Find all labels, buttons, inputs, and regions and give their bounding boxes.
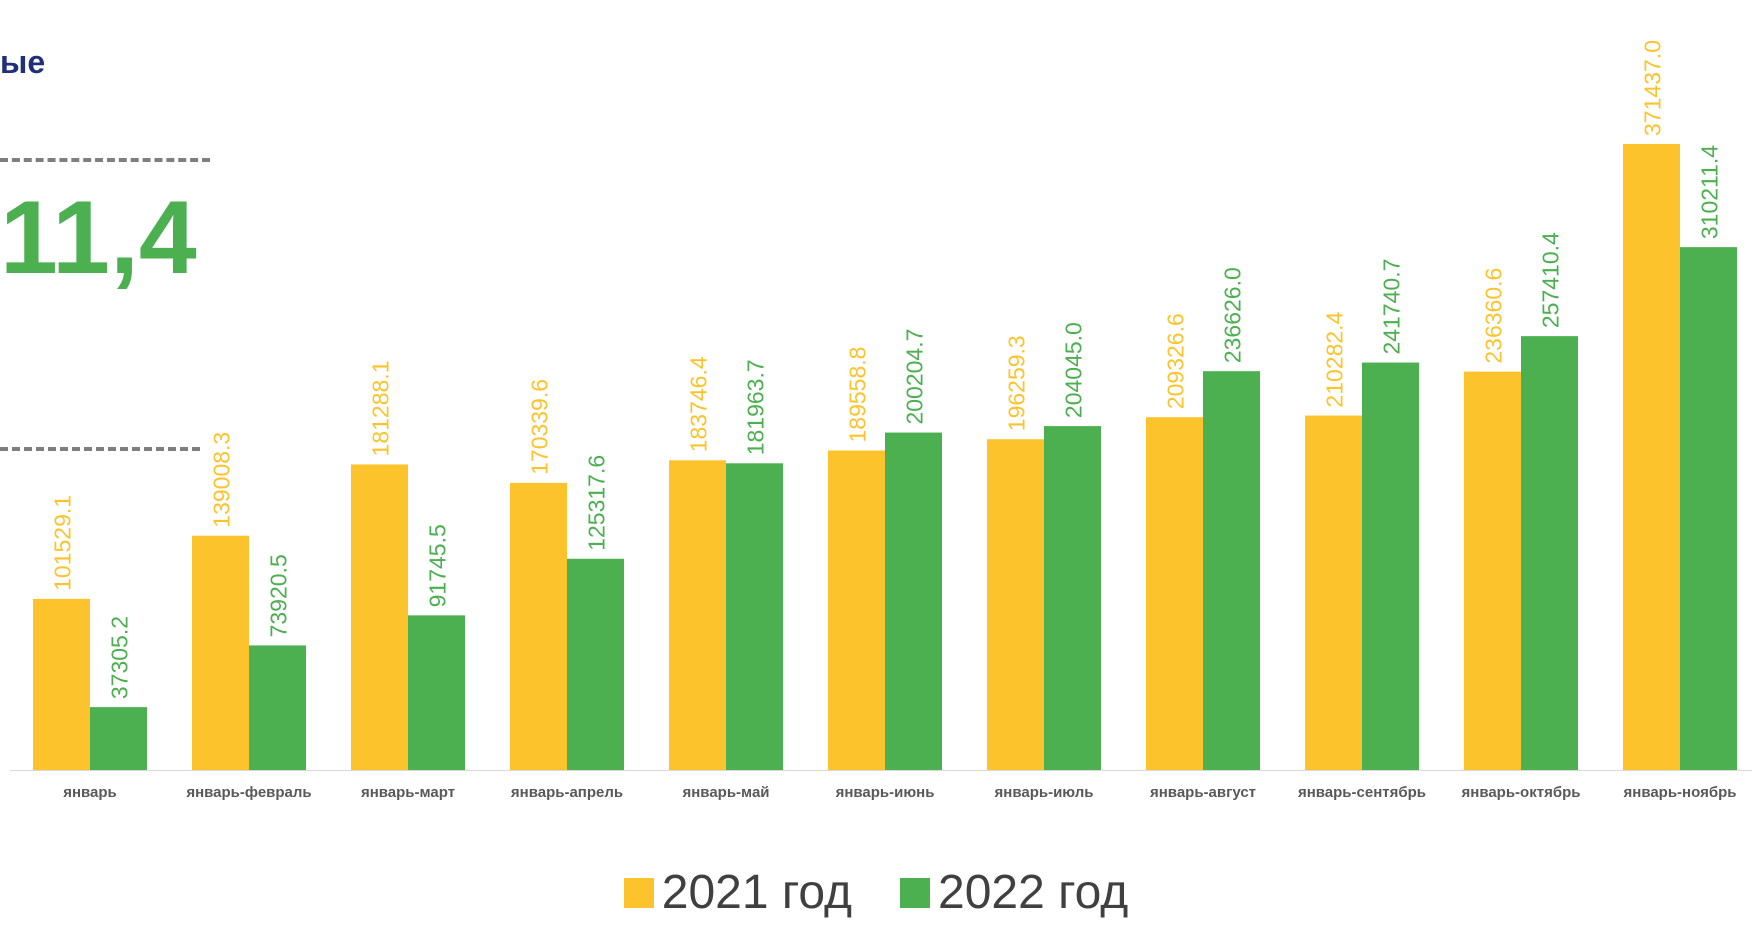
data-label-2022: 204045.0 <box>1061 322 1087 418</box>
bar-2022 <box>1521 336 1578 770</box>
data-label-2021: 196259.3 <box>1004 335 1030 431</box>
data-label-2021: 181288.1 <box>368 361 394 457</box>
bar-2022 <box>249 645 306 770</box>
bar-2021 <box>1146 417 1203 770</box>
x-tick-label: январь-ноябрь <box>1624 784 1737 801</box>
bar-2021 <box>828 450 885 770</box>
bar-2022 <box>1362 362 1419 770</box>
bar-2022 <box>408 615 465 770</box>
heading-fragment: ые <box>0 44 46 80</box>
x-tick-label: январь <box>63 784 117 801</box>
legend-swatch-2022 <box>900 877 930 908</box>
dashed-divider-top <box>0 158 210 162</box>
data-label-2022: 241740.7 <box>1379 259 1405 355</box>
bar-2021 <box>1623 143 1680 771</box>
bar-2022 <box>1044 426 1101 770</box>
chart-legend: 2021 год 2022 год <box>0 865 1752 920</box>
legend-item-2021: 2021 год <box>623 865 852 920</box>
bar-2022 <box>1680 247 1737 771</box>
bar-2021 <box>1464 371 1521 770</box>
data-label-2021: 236360.6 <box>1481 268 1507 364</box>
bar-2022 <box>90 707 147 770</box>
bar-2021 <box>1305 415 1362 770</box>
legend-label-2022: 2022 год <box>938 866 1129 919</box>
data-label-2022: 257410.4 <box>1538 232 1564 328</box>
bar-2022 <box>1203 371 1260 770</box>
data-label-2022: 73920.5 <box>266 554 292 637</box>
data-label-2021: 210282.4 <box>1322 311 1348 407</box>
data-label-2022: 37305.2 <box>107 616 133 699</box>
x-tick-label: январь-июнь <box>836 784 935 801</box>
x-tick-label: январь-август <box>1150 784 1256 801</box>
bar-2021 <box>192 535 249 770</box>
data-label-2022: 310211.4 <box>1697 145 1723 239</box>
bar-2022 <box>726 463 783 770</box>
x-tick-label: январь-сентябрь <box>1298 784 1426 801</box>
x-tick-label: январь-июль <box>995 784 1094 801</box>
data-label-2021: 101529.1 <box>50 495 76 591</box>
data-label-2021: 139008.3 <box>209 432 235 528</box>
legend-swatch-2021 <box>623 877 654 908</box>
data-label-2022: 91745.5 <box>425 524 451 607</box>
legend-label-2021: 2021 год <box>661 866 852 919</box>
bar-2021 <box>351 464 408 770</box>
bar-2022 <box>885 432 942 770</box>
data-label-2022: 181963.7 <box>743 359 769 455</box>
data-label-2021: 371437.0 <box>1640 40 1666 136</box>
bar-2021 <box>510 482 567 770</box>
data-label-2021: 170339.6 <box>527 379 553 475</box>
data-label-2021: 183746.4 <box>686 356 712 452</box>
x-tick-label: январь-апрель <box>511 784 623 801</box>
x-tick-label: январь-март <box>361 784 455 801</box>
x-tick-label: январь-октябрь <box>1462 784 1581 801</box>
highlight-number: 11,4 <box>0 180 197 296</box>
x-tick-label: январь-май <box>682 784 769 801</box>
dashed-divider-bottom <box>0 447 200 451</box>
data-label-2022: 236626.0 <box>1220 267 1246 363</box>
bar-2021 <box>33 598 90 770</box>
bar-2021 <box>987 439 1044 770</box>
bar-2022 <box>567 558 624 770</box>
data-label-2021: 209326.6 <box>1163 313 1189 409</box>
data-label-2021: 189558.8 <box>845 347 871 443</box>
data-label-2022: 125317.6 <box>584 455 610 551</box>
x-tick-label: январь-февраль <box>186 784 311 801</box>
data-label-2022: 200204.7 <box>902 329 928 425</box>
bar-2021 <box>669 460 726 770</box>
legend-item-2022: 2022 год <box>900 865 1128 920</box>
